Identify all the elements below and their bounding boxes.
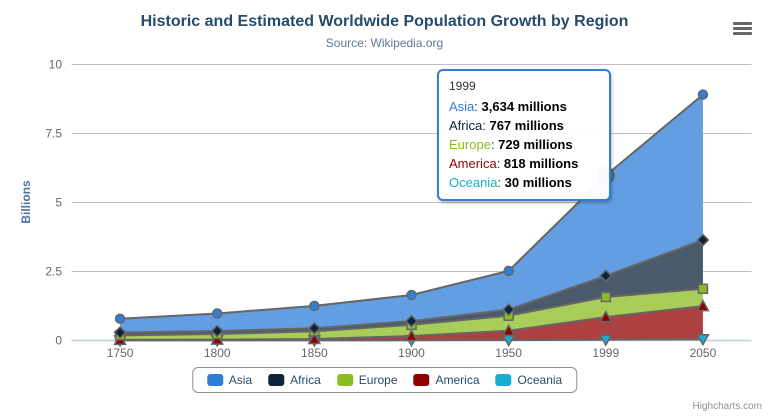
marker-asia-1950[interactable]: [503, 265, 514, 277]
y-axis-title: Billions: [19, 180, 33, 224]
legend-swatch-icon: [268, 374, 285, 386]
marker-europe-2050[interactable]: [697, 283, 709, 295]
legend-label: Oceania: [517, 373, 563, 387]
y-tick-label: 7.5: [45, 127, 62, 141]
marker-africa-1850[interactable]: [307, 321, 321, 335]
tooltip-series-name: America: [449, 156, 497, 171]
x-tick-label: 1800: [204, 346, 231, 360]
marker-asia-1750[interactable]: [114, 313, 126, 324]
marker-asia-1800[interactable]: [211, 308, 223, 319]
marker-oceania-1999[interactable]: [599, 334, 613, 347]
marker-africa-1950[interactable]: [502, 303, 516, 317]
x-tick-label: 1750: [107, 346, 134, 360]
x-tick-label: 1900: [398, 346, 425, 360]
y-tick-label: 5: [55, 196, 62, 210]
x-tick-label: 2050: [690, 346, 717, 360]
legend-swatch-icon: [495, 374, 512, 386]
tooltip-series-name: Europe: [449, 137, 491, 152]
tooltip-row-asia: Asia: 3,634 millions: [449, 97, 599, 116]
y-tick-label: 2.5: [45, 265, 62, 279]
tooltip-series-value: 729 millions: [498, 137, 573, 152]
tooltip: 1999 Asia: 3,634 millions Africa: 767 mil…: [437, 69, 611, 201]
marker-africa-1750[interactable]: [113, 325, 127, 340]
marker-africa-1800[interactable]: [210, 324, 224, 338]
legend-label: Africa: [290, 373, 321, 387]
tooltip-header: 1999: [449, 79, 476, 93]
y-tick-label: 10: [49, 58, 63, 72]
tooltip-separator: :: [490, 137, 499, 152]
legend-swatch-icon: [336, 374, 353, 386]
marker-africa-2050[interactable]: [696, 233, 710, 247]
x-tick-label: 1850: [301, 346, 328, 360]
chart-title: Historic and Estimated Worldwide Populat…: [140, 13, 629, 30]
tooltip-row-europe: Europe: 729 millions: [449, 135, 599, 154]
marker-america-1950[interactable]: [501, 323, 516, 337]
legend-label: Asia: [228, 373, 253, 387]
tooltip-series-name: Asia: [449, 99, 475, 114]
area-africa[interactable]: [120, 240, 703, 336]
marker-america-1850[interactable]: [307, 331, 322, 345]
tooltip-separator: :: [496, 156, 504, 171]
area-asia[interactable]: [120, 94, 703, 333]
tooltip-row-oceania: Oceania: 30 millions: [449, 173, 599, 192]
marker-africa-1900[interactable]: [404, 314, 419, 328]
marker-asia-2050[interactable]: [697, 89, 709, 100]
tooltip-series-value: 30 millions: [504, 175, 572, 190]
legend-swatch-icon: [206, 374, 223, 386]
legend-item-oceania[interactable]: Oceania: [495, 373, 563, 387]
tooltip-row-africa: Africa: 767 millions: [449, 116, 599, 135]
tooltip-separator: :: [474, 99, 482, 114]
marker-europe-1999[interactable]: [600, 291, 612, 303]
export-menu-button[interactable]: [730, 20, 754, 37]
legend-label: America: [435, 373, 480, 387]
marker-asia-1850[interactable]: [309, 300, 320, 312]
marker-america-1999[interactable]: [599, 310, 613, 323]
area-america[interactable]: [120, 306, 703, 341]
marker-america-2050[interactable]: [696, 299, 710, 312]
legend-item-asia[interactable]: Asia: [206, 373, 253, 387]
x-tick-label: 1950: [495, 346, 522, 360]
marker-america-1900[interactable]: [404, 328, 419, 342]
tooltip-series-name: Oceania: [449, 175, 498, 190]
marker-africa-1999[interactable]: [599, 269, 613, 283]
hamburger-icon: [730, 22, 754, 35]
tooltip-series-value: 3,634 millions: [481, 99, 567, 114]
tooltip-series-name: Africa: [449, 118, 483, 133]
legend: Asia Africa Europe America Oceania: [191, 367, 578, 393]
tooltip-row-america: America: 818 millions: [449, 154, 599, 173]
tooltip-series-value: 767 millions: [489, 118, 564, 133]
legend-item-europe[interactable]: Europe: [336, 373, 398, 387]
marker-oceania-2050[interactable]: [696, 333, 710, 347]
x-tick-label: 1999: [592, 346, 619, 360]
credits-link[interactable]: Highcharts.com: [692, 401, 762, 412]
legend-label: Europe: [358, 373, 398, 387]
tooltip-separator: :: [497, 175, 505, 190]
chart-subtitle: Source: Wikipedia.org: [325, 36, 444, 50]
marker-asia-1900[interactable]: [406, 289, 417, 301]
tooltip-separator: :: [482, 118, 490, 133]
legend-item-america[interactable]: America: [413, 373, 480, 387]
y-tick-label: 0: [55, 334, 62, 348]
legend-item-africa[interactable]: Africa: [268, 373, 321, 387]
legend-swatch-icon: [413, 374, 430, 386]
tooltip-series-value: 818 millions: [503, 156, 579, 171]
